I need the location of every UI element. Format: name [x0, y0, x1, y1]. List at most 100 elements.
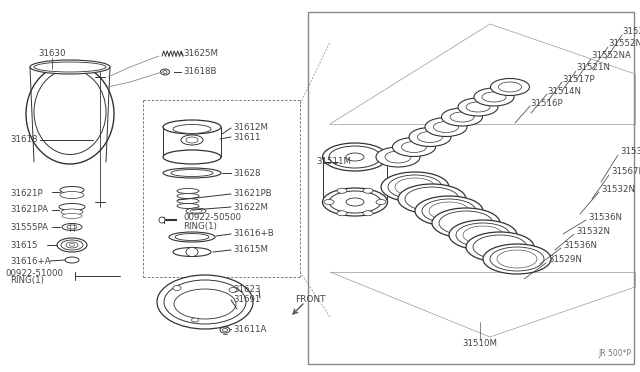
Ellipse shape	[169, 232, 215, 242]
Text: 31618B: 31618B	[183, 67, 216, 77]
Text: FRONT: FRONT	[295, 295, 326, 305]
Ellipse shape	[177, 189, 199, 193]
Ellipse shape	[422, 199, 476, 223]
Ellipse shape	[177, 199, 199, 203]
Ellipse shape	[177, 193, 199, 199]
Ellipse shape	[490, 78, 529, 96]
Text: 31618: 31618	[10, 135, 38, 144]
Text: 00922-51000: 00922-51000	[5, 269, 63, 279]
Text: 31521N: 31521N	[576, 64, 610, 73]
Text: 31516P: 31516P	[530, 99, 563, 108]
Ellipse shape	[186, 247, 198, 257]
Ellipse shape	[482, 92, 506, 102]
Text: 31552NA: 31552NA	[591, 51, 631, 61]
Text: 31555PA: 31555PA	[10, 224, 48, 232]
Text: 31691: 31691	[233, 295, 260, 305]
Ellipse shape	[34, 62, 106, 72]
Ellipse shape	[439, 211, 493, 235]
Ellipse shape	[425, 118, 467, 137]
Ellipse shape	[442, 108, 483, 126]
Ellipse shape	[337, 211, 347, 216]
Ellipse shape	[409, 128, 451, 147]
Ellipse shape	[34, 70, 106, 154]
Ellipse shape	[26, 64, 114, 164]
Ellipse shape	[490, 247, 544, 271]
Text: 31615: 31615	[10, 241, 38, 250]
Ellipse shape	[499, 82, 522, 92]
Ellipse shape	[450, 112, 474, 122]
Ellipse shape	[175, 234, 209, 241]
Text: 31621P: 31621P	[10, 189, 43, 198]
Ellipse shape	[30, 60, 110, 74]
Text: 31511M: 31511M	[316, 157, 351, 167]
Ellipse shape	[405, 187, 459, 211]
Text: 31514N: 31514N	[547, 87, 581, 96]
Text: 31510M: 31510M	[463, 340, 497, 349]
Ellipse shape	[181, 135, 203, 145]
Ellipse shape	[324, 199, 334, 205]
Text: 31621PA: 31621PA	[10, 205, 48, 215]
Ellipse shape	[60, 192, 84, 199]
Ellipse shape	[346, 153, 364, 161]
Ellipse shape	[381, 172, 449, 202]
Ellipse shape	[62, 224, 82, 231]
Ellipse shape	[220, 327, 230, 333]
Ellipse shape	[329, 146, 381, 168]
Text: 31529N: 31529N	[548, 256, 582, 264]
Ellipse shape	[163, 120, 221, 134]
Ellipse shape	[337, 188, 347, 193]
Ellipse shape	[60, 186, 84, 193]
Ellipse shape	[163, 168, 221, 178]
Ellipse shape	[463, 226, 503, 244]
Ellipse shape	[157, 275, 253, 329]
Text: 31536N: 31536N	[588, 212, 622, 221]
Ellipse shape	[497, 250, 537, 268]
Text: 31611: 31611	[233, 132, 260, 141]
Bar	[308, 12, 634, 364]
Ellipse shape	[417, 131, 442, 142]
Ellipse shape	[329, 191, 381, 213]
Ellipse shape	[395, 178, 435, 196]
Ellipse shape	[388, 175, 442, 199]
Text: 31616+A: 31616+A	[10, 257, 51, 266]
Ellipse shape	[363, 211, 373, 216]
Ellipse shape	[483, 244, 551, 274]
Ellipse shape	[164, 280, 246, 324]
Ellipse shape	[466, 232, 534, 262]
Text: 31532N: 31532N	[601, 185, 635, 193]
Ellipse shape	[385, 151, 411, 163]
Ellipse shape	[473, 235, 527, 259]
Text: 00922-50500: 00922-50500	[183, 214, 241, 222]
Ellipse shape	[466, 102, 490, 112]
Text: RING(1): RING(1)	[10, 276, 44, 285]
Text: 31625M: 31625M	[183, 48, 218, 58]
Ellipse shape	[415, 196, 483, 226]
Text: 31611A: 31611A	[233, 324, 266, 334]
Text: 31623: 31623	[233, 285, 260, 294]
Ellipse shape	[62, 214, 82, 218]
Ellipse shape	[323, 143, 387, 171]
Ellipse shape	[346, 198, 364, 206]
Ellipse shape	[59, 203, 85, 211]
Ellipse shape	[401, 141, 426, 153]
Ellipse shape	[376, 199, 386, 205]
Ellipse shape	[173, 285, 181, 291]
Ellipse shape	[171, 170, 213, 176]
Text: 31552N: 31552N	[608, 39, 640, 48]
Ellipse shape	[66, 242, 78, 248]
Ellipse shape	[61, 209, 83, 215]
Ellipse shape	[456, 223, 510, 247]
Ellipse shape	[191, 318, 198, 322]
Ellipse shape	[186, 137, 198, 143]
Ellipse shape	[398, 184, 466, 214]
Text: 31630: 31630	[38, 49, 66, 58]
Text: RING(1): RING(1)	[183, 221, 217, 231]
Ellipse shape	[474, 88, 514, 106]
Text: 31536N: 31536N	[563, 241, 597, 250]
Ellipse shape	[70, 244, 74, 247]
Ellipse shape	[376, 147, 420, 167]
Ellipse shape	[363, 188, 373, 193]
Ellipse shape	[173, 247, 211, 257]
Ellipse shape	[177, 203, 199, 208]
Ellipse shape	[174, 289, 236, 319]
